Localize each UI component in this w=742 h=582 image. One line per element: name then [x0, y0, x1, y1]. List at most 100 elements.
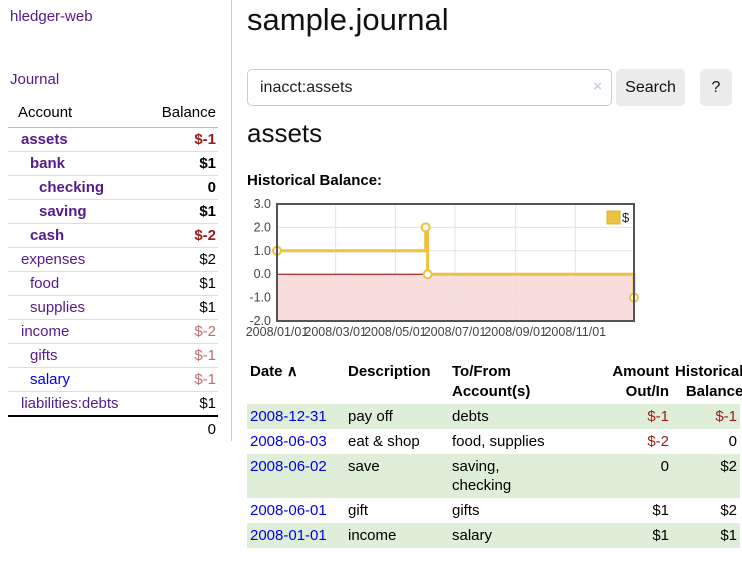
transaction-balance-cell: 0 — [728, 433, 737, 450]
column-header-date[interactable]: Date ∧ — [250, 363, 298, 380]
search-form: × Search ? — [247, 69, 742, 106]
account-link-supplies[interactable]: supplies — [30, 299, 86, 316]
y-axis-label: 2.0 — [254, 220, 271, 234]
transaction-balance-cell: $2 — [720, 502, 737, 519]
search-input[interactable] — [247, 69, 612, 106]
legend-label: $ — [622, 210, 630, 225]
clear-search-icon[interactable]: × — [593, 78, 602, 95]
account-cell: income — [8, 319, 140, 344]
account-link-saving[interactable]: saving — [39, 203, 87, 220]
accounts-table: Account Balance assets $-1 bank $1 checking 0… — [8, 101, 218, 441]
account-row: supplies $1 — [8, 295, 218, 320]
account-cell: food — [8, 271, 140, 296]
transaction-date-link[interactable]: 2008-12-31 — [250, 408, 327, 425]
transaction-date-cell: 2008-06-01 — [247, 498, 345, 523]
x-axis-label: 2008/07/01 — [424, 325, 487, 339]
account-cell: expenses — [8, 247, 140, 272]
account-link-income[interactable]: income — [21, 323, 70, 340]
transaction-date-cell: 2008-01-01 — [247, 523, 345, 548]
transaction-date-link[interactable]: 2008-06-02 — [250, 458, 327, 475]
account-row: saving $1 — [8, 199, 218, 224]
transaction-amount-cell: $1 — [652, 527, 669, 544]
transaction-description-cell: save — [348, 458, 380, 475]
register-row: 2008-01-01 income salary $1 $1 — [247, 523, 740, 548]
x-axis-label: 2008/09/01 — [484, 325, 547, 339]
y-axis-label: 3.0 — [254, 197, 271, 211]
account-balance: $-2 — [139, 319, 218, 344]
transaction-accounts-cell: salary — [452, 527, 493, 544]
account-link-salary[interactable]: salary — [30, 371, 71, 388]
account-row: salary $-1 — [8, 367, 218, 392]
transaction-description-cell: pay off — [348, 408, 393, 425]
legend-swatch-icon — [606, 210, 621, 225]
account-balance: $1 — [139, 271, 218, 296]
x-axis-label: 2008/05/01 — [364, 325, 427, 339]
app-brand-link[interactable]: hledger-web — [10, 8, 93, 25]
account-balance: $1 — [139, 199, 218, 224]
register-table: Date ∧ Description To/From Account(s) Am… — [247, 360, 742, 548]
transaction-date-cell: 2008-06-02 — [247, 454, 345, 498]
account-balance: $1 — [139, 151, 218, 176]
account-link-food[interactable]: food — [30, 275, 60, 292]
main-content: sample.journal × Search ? assets Histori… — [246, 0, 742, 582]
search-button[interactable]: Search — [616, 69, 685, 106]
chart-data-point — [420, 222, 431, 233]
account-row: cash $-2 — [8, 223, 218, 248]
transaction-accounts-cell: gifts — [452, 502, 480, 519]
column-header-amount: Amount Out/In — [612, 363, 669, 400]
transaction-date-cell: 2008-06-03 — [247, 429, 345, 454]
account-cell: assets — [8, 127, 140, 152]
transaction-date-link[interactable]: 2008-06-03 — [250, 433, 327, 450]
account-link-assets[interactable]: assets — [21, 131, 68, 148]
account-cell: bank — [8, 151, 140, 176]
account-row: gifts $-1 — [8, 343, 218, 368]
transaction-amount-cell: $1 — [652, 502, 669, 519]
account-cell: checking — [8, 175, 140, 200]
account-row: income $-2 — [8, 319, 218, 344]
y-axis-label: -1.0 — [249, 291, 271, 305]
chart-data-point — [422, 269, 433, 280]
account-link-checking[interactable]: checking — [39, 179, 105, 196]
account-cell: supplies — [8, 295, 140, 320]
transaction-balance-cell: $-1 — [715, 408, 737, 425]
account-link-cash[interactable]: cash — [30, 227, 65, 244]
account-balance: $2 — [139, 247, 218, 272]
accounts-header-row: Account Balance — [8, 101, 218, 128]
account-link-expenses[interactable]: expenses — [21, 251, 86, 268]
transaction-date-link[interactable]: 2008-01-01 — [250, 527, 327, 544]
register-row: 2008-06-03 eat & shop food, supplies $-2 0 — [247, 429, 740, 454]
account-cell: liabilities:debts — [8, 392, 139, 417]
sort-ascending-icon[interactable]: ∧ — [286, 363, 298, 380]
transaction-amount-cell: 0 — [660, 458, 669, 475]
account-balance: $-1 — [139, 127, 218, 152]
account-balance: $-2 — [139, 223, 218, 248]
account-balance: $1 — [139, 295, 218, 320]
register-header-row: Date ∧ Description To/From Account(s) Am… — [247, 360, 742, 404]
column-header-balance: Historical Balance — [675, 363, 742, 400]
account-link-liabilities-debts[interactable]: liabilities:debts — [21, 395, 119, 412]
account-cell: gifts — [8, 343, 140, 368]
transaction-accounts-cell: saving, checking — [452, 458, 512, 494]
transaction-amount-cell: $-2 — [647, 433, 669, 450]
account-cell: saving — [8, 199, 140, 224]
transaction-date-link[interactable]: 2008-06-01 — [250, 502, 327, 519]
column-header-accounts: To/From Account(s) — [452, 363, 531, 400]
transaction-balance-cell: $2 — [720, 458, 737, 475]
historical-balance-chart: 3.0 2.0 1.0 0.0 -1.0 -2.02008/01/012008/03/01… — [246, 197, 639, 339]
x-axis-label: 2008/01/01 — [246, 325, 309, 339]
page-title: sample.journal — [247, 2, 449, 37]
account-link-gifts[interactable]: gifts — [30, 347, 58, 364]
register-row: 2008-06-01 gift gifts $1 $2 — [247, 498, 740, 523]
sidebar-item-journal[interactable]: Journal — [10, 71, 60, 88]
account-row: expenses $2 — [8, 247, 218, 272]
y-axis-label: -2.0 — [249, 314, 271, 328]
sidebar-divider — [231, 0, 232, 441]
y-axis-label: 0.0 — [254, 267, 271, 281]
account-link-bank[interactable]: bank — [30, 155, 66, 172]
transaction-date-cell: 2008-12-31 — [247, 404, 345, 429]
register-row: 2008-12-31 pay off debts $-1 $-1 — [247, 404, 740, 429]
column-header-description: Description — [348, 363, 431, 380]
help-button[interactable]: ? — [700, 69, 732, 106]
register-row: 2008-06-02 save saving, checking 0 $2 — [247, 454, 740, 498]
account-balance: $-1 — [139, 367, 218, 392]
